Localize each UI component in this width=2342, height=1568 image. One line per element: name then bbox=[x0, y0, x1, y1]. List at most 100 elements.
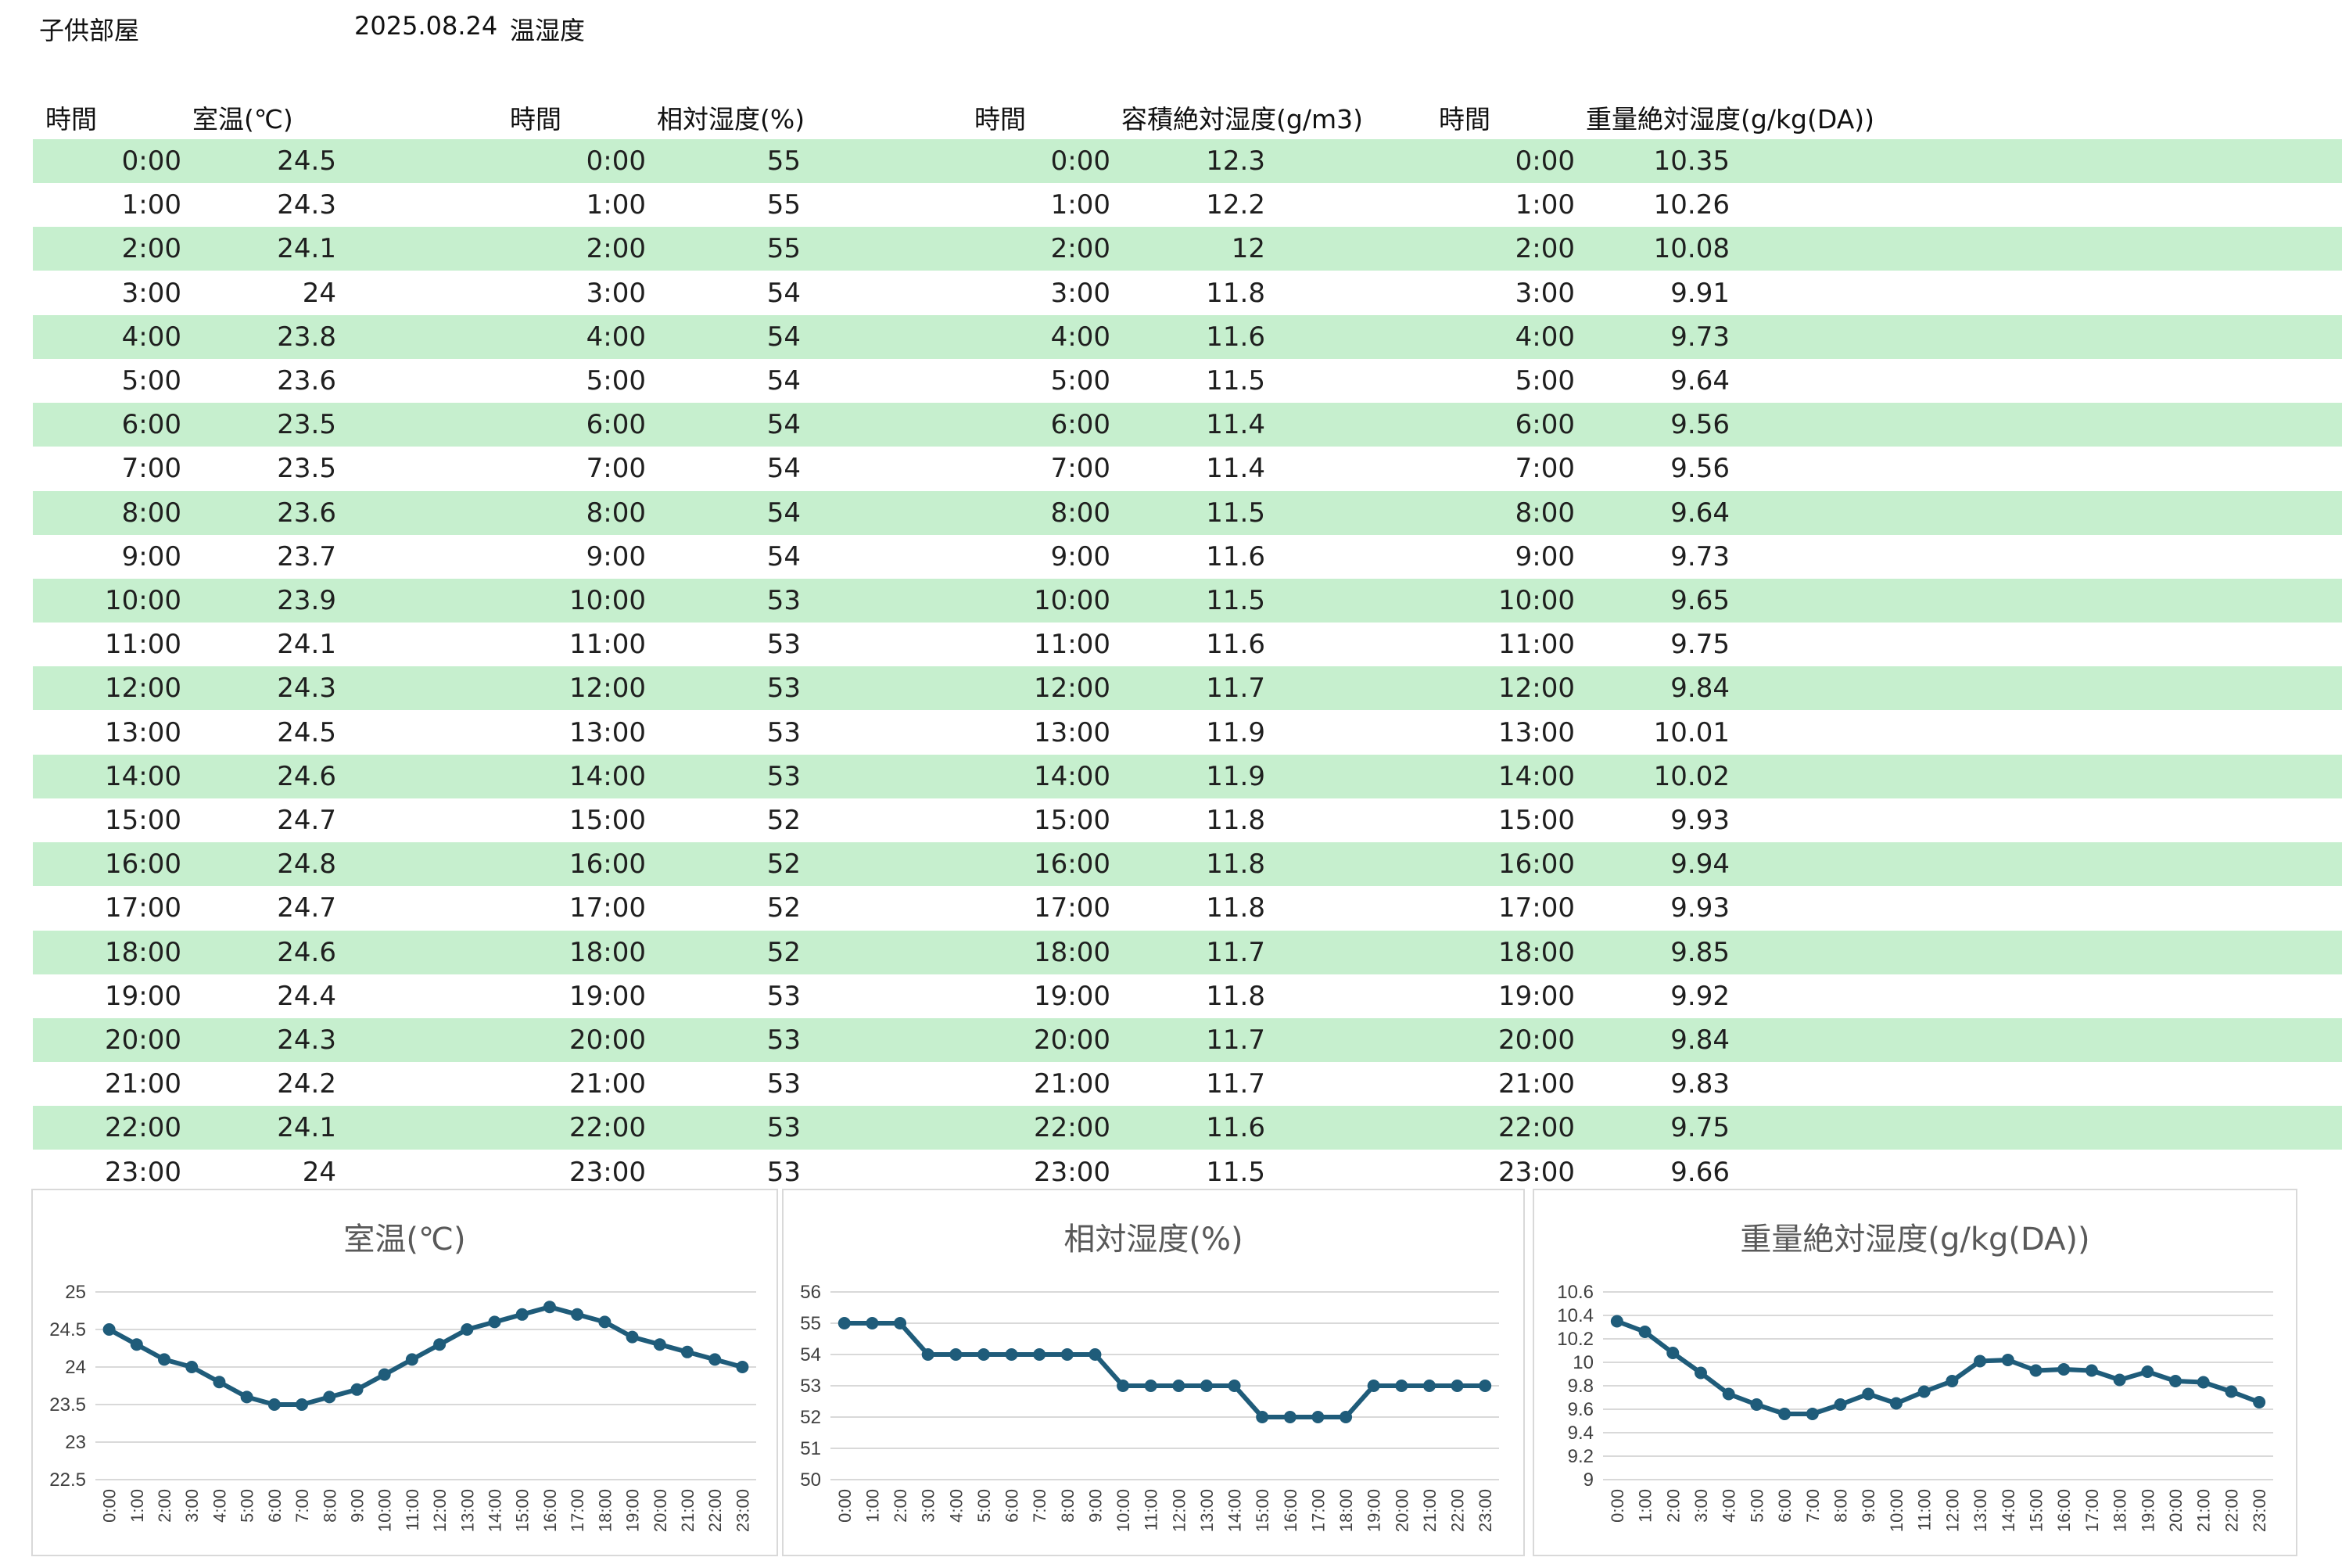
x-tick-label: 15:00 bbox=[513, 1489, 533, 1532]
y-tick-label: 23 bbox=[65, 1432, 86, 1453]
time-cell: 20:00 bbox=[105, 1024, 181, 1056]
time-cell: 18:00 bbox=[105, 936, 181, 968]
y-tick-label: 10 bbox=[1573, 1352, 1594, 1373]
temp-cell: 23.6 bbox=[277, 365, 336, 396]
rh-cell: 53 bbox=[766, 716, 801, 748]
time-cell: 10:00 bbox=[1034, 585, 1110, 616]
col-header-mah: 重量絶対湿度(g/kg(DA)) bbox=[1586, 104, 1875, 135]
time-cell: 23:00 bbox=[569, 1156, 646, 1188]
data-point bbox=[1889, 1397, 1903, 1410]
mah-cell: 9.73 bbox=[1670, 321, 1730, 353]
time-cell: 2:00 bbox=[1050, 233, 1110, 265]
x-tick-label: 14:00 bbox=[1225, 1489, 1245, 1532]
vah-cell: 11.8 bbox=[1206, 277, 1265, 309]
time-cell: 16:00 bbox=[569, 849, 646, 881]
data-point bbox=[1283, 1411, 1297, 1423]
data-point bbox=[323, 1390, 336, 1404]
data-point bbox=[1479, 1380, 1492, 1392]
mah-cell: 9.75 bbox=[1670, 629, 1730, 661]
vah-cell: 11.8 bbox=[1206, 892, 1265, 924]
data-point bbox=[1834, 1398, 1847, 1411]
row-band bbox=[33, 930, 2342, 974]
x-tick-label: 11:00 bbox=[1915, 1489, 1935, 1530]
data-point bbox=[1172, 1380, 1185, 1392]
temp-cell: 24.7 bbox=[277, 805, 336, 836]
data-point bbox=[1610, 1315, 1623, 1328]
time-cell: 8:00 bbox=[121, 497, 181, 529]
rh-cell: 55 bbox=[766, 145, 801, 177]
temp-cell: 24.2 bbox=[277, 1068, 336, 1100]
x-tick-label: 3:00 bbox=[182, 1489, 202, 1523]
vah-cell: 12 bbox=[1231, 233, 1265, 265]
x-tick-label: 21:00 bbox=[1420, 1489, 1440, 1532]
y-tick-label: 24 bbox=[65, 1357, 86, 1378]
x-tick-label: 11:00 bbox=[1142, 1489, 1161, 1530]
x-tick-label: 7:00 bbox=[1803, 1489, 1823, 1523]
chart-temperature-plot: 22.5 23 23.5 24 24.5 25 0:00 1:00 2:00 3:00 4:00 5:… bbox=[49, 1282, 756, 1532]
time-cell: 14:00 bbox=[1034, 760, 1110, 792]
x-tick-label: 1:00 bbox=[863, 1489, 882, 1523]
vah-cell: 11.7 bbox=[1206, 1024, 1265, 1056]
mah-cell: 9.94 bbox=[1670, 849, 1730, 881]
mah-cell: 9.83 bbox=[1670, 1068, 1730, 1100]
temp-cell: 23.6 bbox=[277, 497, 336, 529]
time-cell: 2:00 bbox=[1515, 233, 1575, 265]
mah-cell: 9.56 bbox=[1670, 453, 1730, 485]
x-tick-label: 2:00 bbox=[155, 1489, 174, 1523]
x-tick-label: 0:00 bbox=[100, 1489, 120, 1523]
x-tick-label: 1:00 bbox=[127, 1489, 147, 1523]
time-cell: 7:00 bbox=[586, 453, 646, 485]
vah-cell: 11.8 bbox=[1206, 849, 1265, 881]
data-point bbox=[866, 1317, 879, 1329]
x-tick-label: 7:00 bbox=[292, 1489, 312, 1523]
data-point bbox=[626, 1330, 639, 1344]
x-tick-label: 12:00 bbox=[1169, 1489, 1189, 1532]
time-cell: 14:00 bbox=[1498, 760, 1575, 792]
x-tick-label: 16:00 bbox=[2054, 1489, 2074, 1532]
time-cell: 5:00 bbox=[121, 365, 181, 396]
rh-cell: 53 bbox=[766, 585, 801, 616]
col-header-time-3: 時間 bbox=[974, 104, 1026, 135]
col-header-time-2: 時間 bbox=[510, 104, 561, 135]
time-cell: 19:00 bbox=[1498, 980, 1575, 1012]
data-point bbox=[461, 1323, 474, 1336]
time-cell: 12:00 bbox=[1034, 673, 1110, 705]
time-cell: 19:00 bbox=[569, 980, 646, 1012]
rh-cell: 53 bbox=[766, 1112, 801, 1144]
time-cell: 4:00 bbox=[586, 321, 646, 353]
time-cell: 16:00 bbox=[1034, 849, 1110, 881]
x-tick-label: 12:00 bbox=[430, 1489, 450, 1532]
time-cell: 15:00 bbox=[1498, 805, 1575, 836]
x-tick-label: 18:00 bbox=[1336, 1489, 1356, 1532]
data-point bbox=[2085, 1364, 2098, 1377]
x-tick-label: 11:00 bbox=[403, 1489, 422, 1530]
rh-cell: 55 bbox=[766, 189, 801, 221]
x-tick-label: 2:00 bbox=[1663, 1489, 1683, 1523]
temp-cell: 24.6 bbox=[277, 760, 336, 792]
data-point bbox=[1200, 1380, 1213, 1392]
time-cell: 7:00 bbox=[121, 453, 181, 485]
time-cell: 4:00 bbox=[121, 321, 181, 353]
time-cell: 13:00 bbox=[569, 716, 646, 748]
time-cell: 6:00 bbox=[586, 409, 646, 441]
data-point bbox=[2197, 1376, 2210, 1389]
time-cell: 16:00 bbox=[105, 849, 181, 881]
x-tick-label: 8:00 bbox=[320, 1489, 339, 1523]
chart-relative-humidity: 相対湿度(%) 50 51 52 53 54 55 56 0:00 1:00 2:00 3:00 4:… bbox=[782, 1189, 1525, 1556]
vah-cell: 11.7 bbox=[1206, 1068, 1265, 1100]
time-cell: 16:00 bbox=[1498, 849, 1575, 881]
time-cell: 22:00 bbox=[105, 1112, 181, 1144]
time-cell: 21:00 bbox=[105, 1068, 181, 1100]
temp-cell: 24.1 bbox=[277, 1112, 336, 1144]
data-point bbox=[1144, 1380, 1157, 1392]
col-header-temp: 室温(℃) bbox=[192, 104, 293, 135]
x-tick-label: 5:00 bbox=[1747, 1489, 1766, 1523]
row-band bbox=[33, 1018, 2342, 1062]
time-cell: 3:00 bbox=[586, 277, 646, 309]
data-point bbox=[837, 1317, 851, 1329]
col-header-time-4: 時間 bbox=[1439, 104, 1490, 135]
rh-cell: 55 bbox=[766, 233, 801, 265]
x-tick-label: 6:00 bbox=[265, 1489, 285, 1523]
report-subject: 温湿度 bbox=[510, 16, 586, 45]
